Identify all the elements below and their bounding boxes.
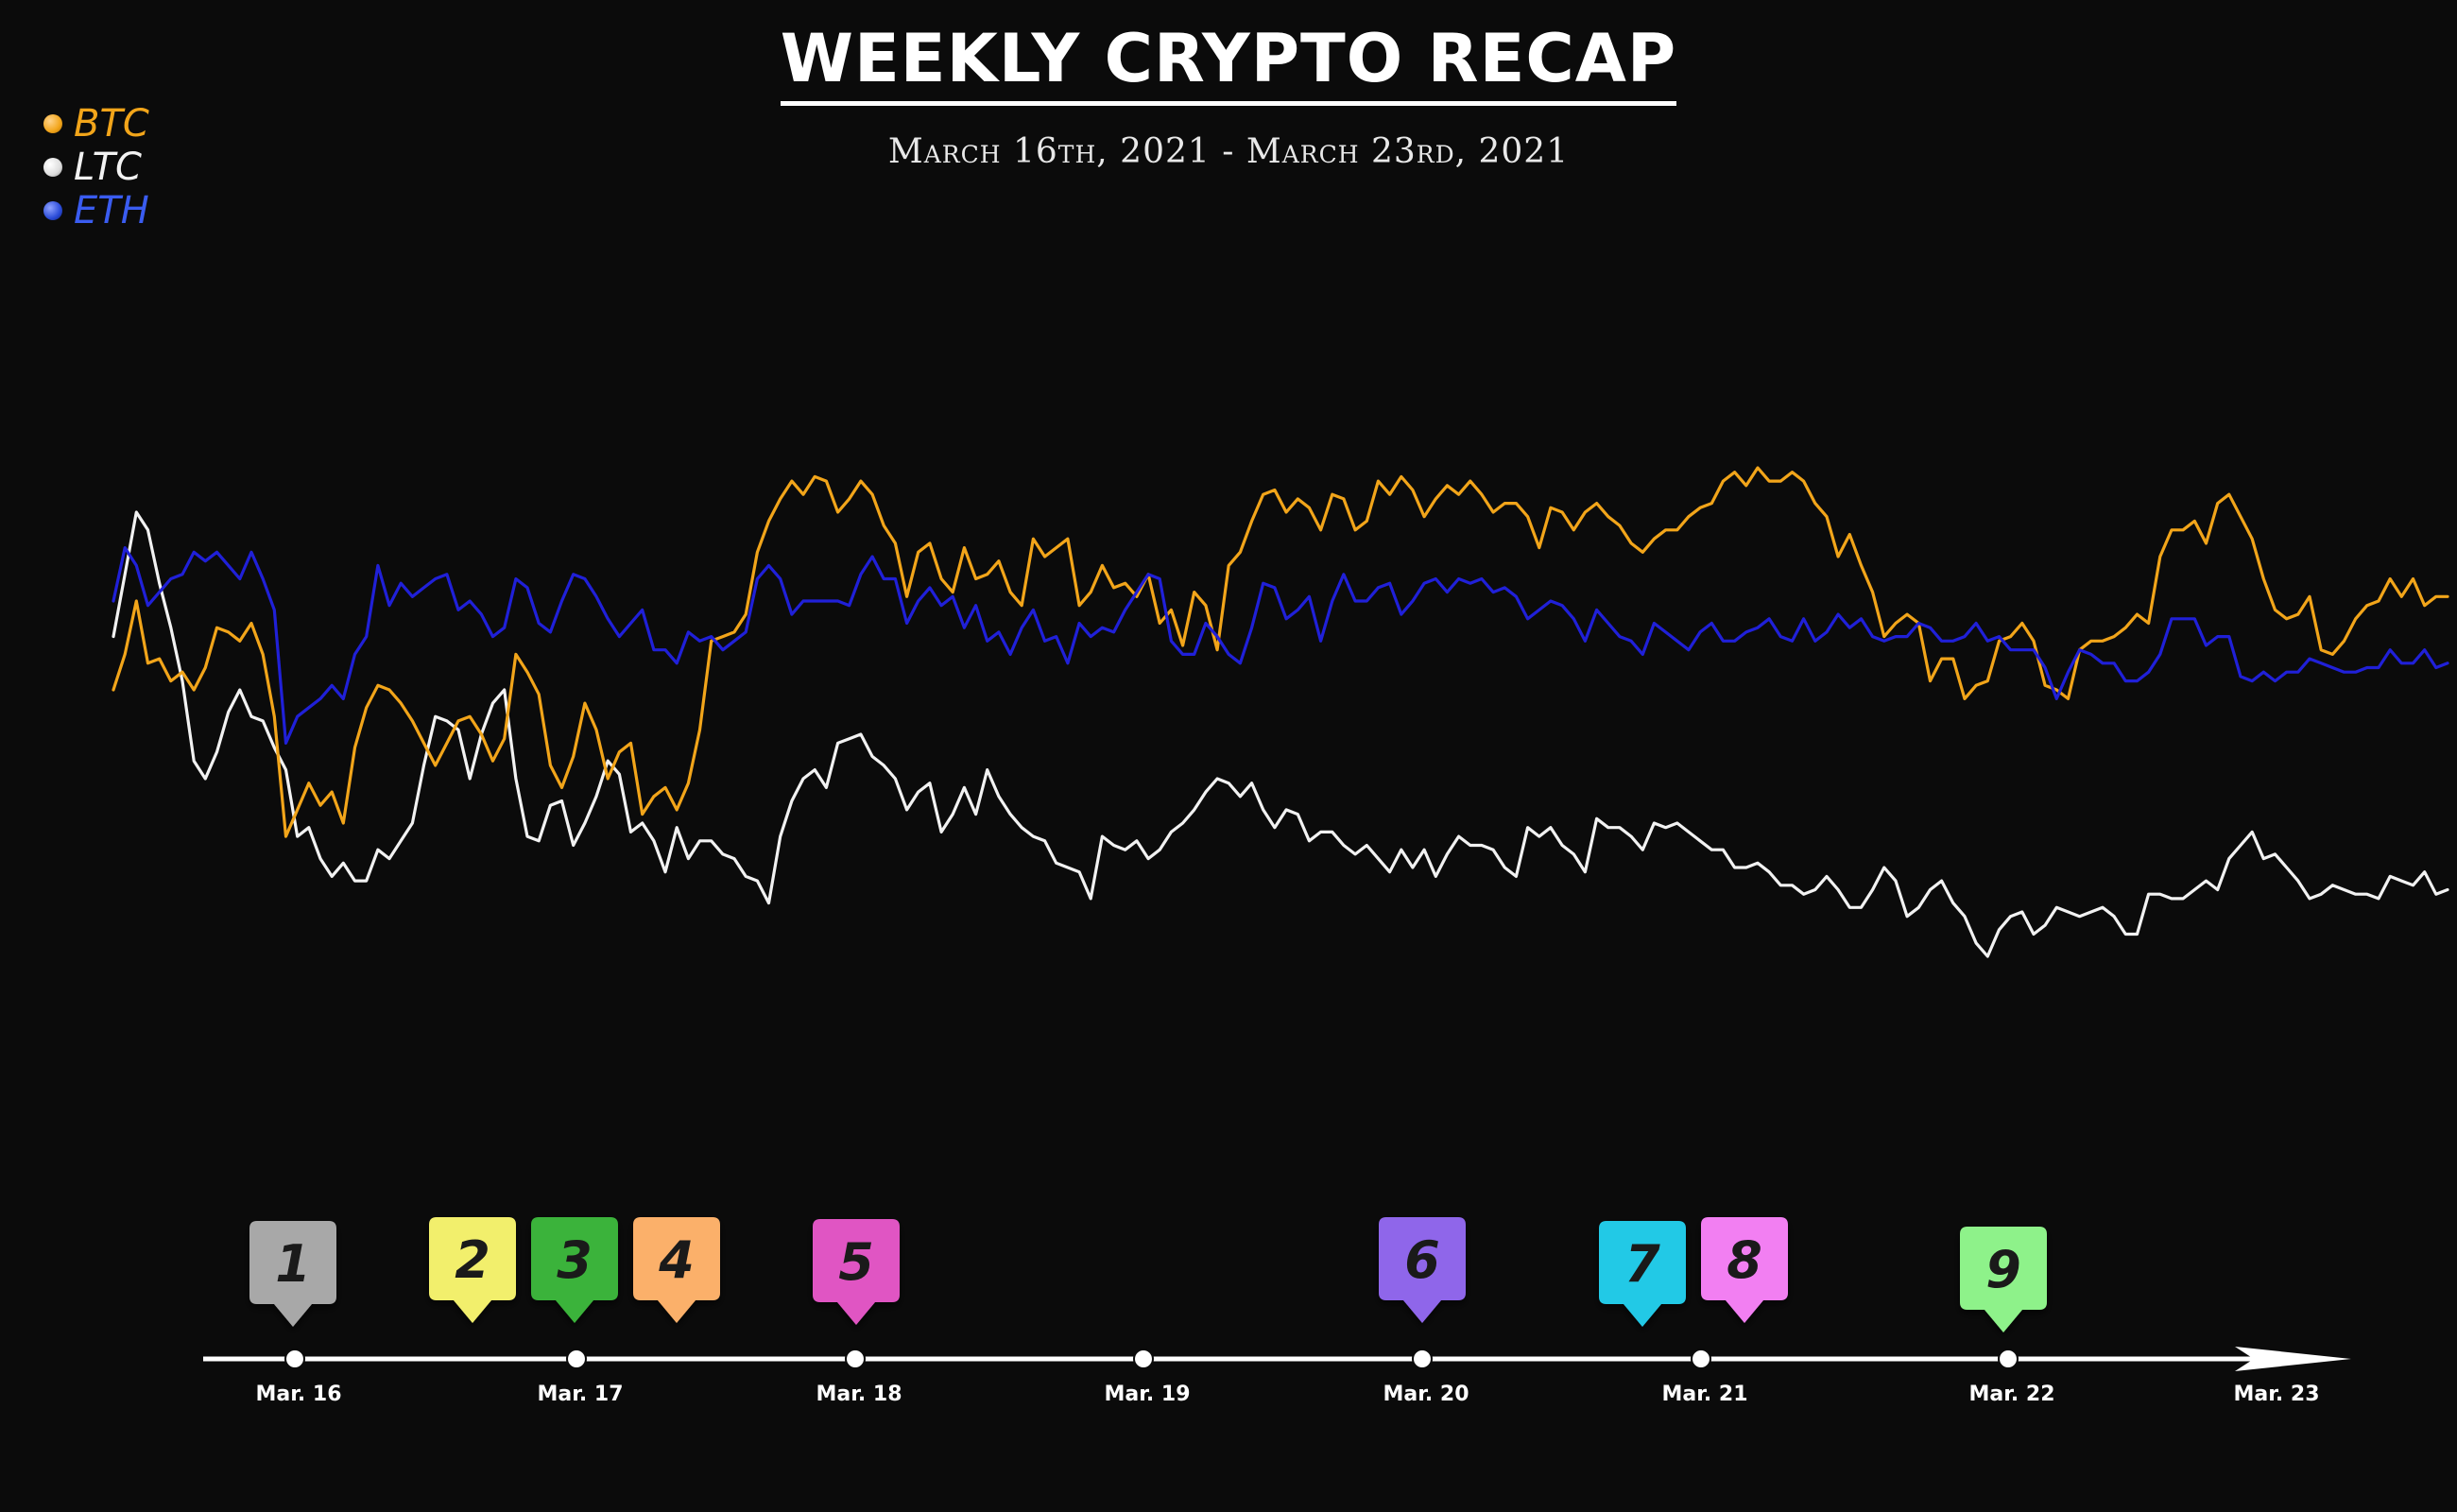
series-line-eth bbox=[112, 545, 2449, 746]
timeline-dot bbox=[845, 1349, 866, 1369]
series-line-btc bbox=[112, 466, 2449, 838]
event-marker-label: 6 bbox=[1404, 1230, 1440, 1290]
legend-label-eth: ETH bbox=[74, 189, 149, 232]
legend-dot-ltc bbox=[43, 158, 62, 177]
legend-label-btc: BTC bbox=[74, 102, 149, 146]
chart-title: WEEKLY CRYPTO RECAP bbox=[780, 21, 1677, 106]
event-marker-shape bbox=[531, 1217, 618, 1323]
x-tick-label: Mar. 19 bbox=[1104, 1383, 1190, 1406]
event-marker-label: 1 bbox=[275, 1234, 311, 1294]
x-tick-label: Mar. 18 bbox=[816, 1383, 902, 1406]
legend-item-eth: ETH bbox=[43, 189, 149, 232]
legend: BTC LTC ETH bbox=[43, 102, 149, 232]
event-marker-shape bbox=[1701, 1217, 1788, 1323]
timeline-dot bbox=[1998, 1349, 2019, 1369]
event-marker-4: 4 bbox=[633, 1217, 720, 1323]
event-marker-shape bbox=[813, 1219, 900, 1325]
x-tick-label: Mar. 21 bbox=[1661, 1383, 1747, 1406]
title-block: WEEKLY CRYPTO RECAP bbox=[0, 21, 2457, 106]
event-marker-shape bbox=[1379, 1217, 1466, 1323]
timeline-dot bbox=[1691, 1349, 1711, 1369]
event-marker-label: 7 bbox=[1624, 1234, 1660, 1294]
event-marker-label: 3 bbox=[557, 1230, 593, 1290]
legend-item-ltc: LTC bbox=[43, 146, 149, 189]
event-marker-shape bbox=[1599, 1221, 1686, 1327]
event-marker-shape bbox=[249, 1221, 336, 1327]
x-tick-label: Mar. 22 bbox=[1968, 1383, 2054, 1406]
event-marker-3: 3 bbox=[531, 1217, 618, 1323]
event-marker-7: 7 bbox=[1599, 1221, 1686, 1327]
legend-item-btc: BTC bbox=[43, 102, 149, 146]
event-marker-6: 6 bbox=[1379, 1217, 1466, 1323]
timeline-arrow-head bbox=[2235, 1347, 2351, 1371]
event-marker-label: 8 bbox=[1727, 1230, 1762, 1290]
x-tick-label: Mar. 17 bbox=[537, 1383, 623, 1406]
event-marker-9: 9 bbox=[1960, 1227, 2047, 1332]
event-marker-1: 1 bbox=[249, 1221, 336, 1327]
event-marker-label: 5 bbox=[838, 1232, 874, 1292]
event-marker-label: 9 bbox=[1985, 1240, 2021, 1299]
timeline-dot bbox=[1133, 1349, 1154, 1369]
event-marker-label: 2 bbox=[455, 1230, 490, 1290]
event-marker-8: 8 bbox=[1701, 1217, 1788, 1323]
event-marker-5: 5 bbox=[813, 1219, 900, 1325]
event-marker-shape bbox=[633, 1217, 720, 1323]
series-line-ltc bbox=[112, 510, 2449, 958]
series-layer bbox=[112, 466, 2449, 958]
chart-subtitle: March 16th, 2021 - March 23rd, 2021 bbox=[887, 132, 1570, 171]
x-tick-label: Mar. 20 bbox=[1383, 1383, 1469, 1406]
event-marker-shape bbox=[1960, 1227, 2047, 1332]
event-marker-label: 4 bbox=[658, 1230, 695, 1290]
timeline-dot bbox=[566, 1349, 587, 1369]
timeline-dot bbox=[284, 1349, 305, 1369]
legend-dot-eth bbox=[43, 201, 62, 220]
timeline-dot bbox=[1412, 1349, 1433, 1369]
event-marker-2: 2 bbox=[429, 1217, 516, 1323]
legend-label-ltc: LTC bbox=[74, 146, 142, 189]
event-marker-shape bbox=[429, 1217, 516, 1323]
event-markers: 1 2 3 4 5 6 7 8 9 bbox=[249, 1217, 2047, 1332]
timeline: Mar. 16 Mar. 17 Mar. 18 Mar. 19 Mar. 20 Mar. … bbox=[203, 1347, 2351, 1406]
x-tick-label: Mar. 23 bbox=[2233, 1383, 2319, 1406]
x-tick-label: Mar. 16 bbox=[255, 1383, 341, 1406]
legend-dot-btc bbox=[43, 114, 62, 133]
